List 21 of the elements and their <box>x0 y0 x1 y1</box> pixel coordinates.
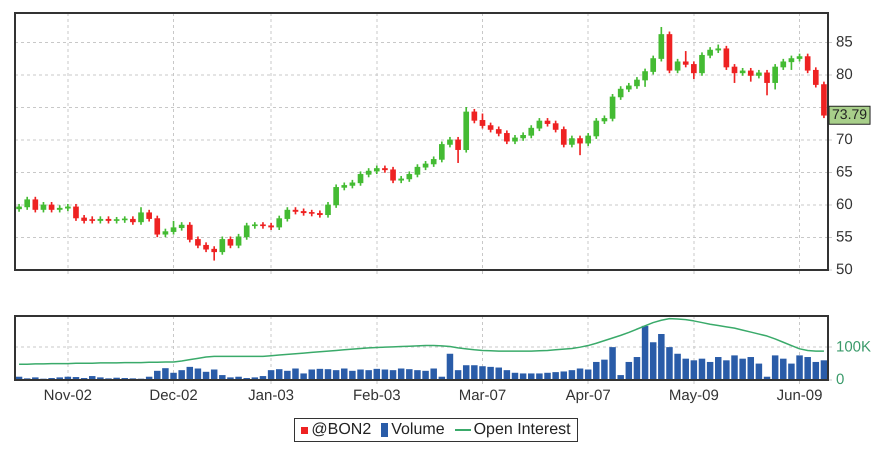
y-tick-label: 0 <box>836 371 844 388</box>
x-tick-label: Mar-07 <box>458 387 506 404</box>
x-tick-label: Dec-02 <box>149 387 198 404</box>
x-tick-label: Jun-09 <box>776 387 822 404</box>
legend-label: Open Interest <box>474 421 571 439</box>
y-tick-label: 85 <box>836 33 853 50</box>
legend-label: @BON2 <box>311 421 372 439</box>
y-tick-label: 70 <box>836 131 853 148</box>
y-tick-label: 100K <box>836 338 872 356</box>
x-tick-label: Nov-02 <box>44 387 92 404</box>
x-tick-label: Jan-03 <box>248 387 294 404</box>
x-tick-label: May-09 <box>668 387 719 404</box>
x-tick-label: Apr-07 <box>566 387 611 404</box>
x-tick-label: Feb-03 <box>353 387 401 404</box>
annotation: 73.79 <box>832 106 868 122</box>
y-tick-label: 60 <box>836 196 853 214</box>
y-tick-label: 65 <box>836 164 853 181</box>
legend-label: Volume <box>391 421 445 439</box>
y-tick-label: 50 <box>836 261 853 278</box>
y-tick-label: 80 <box>836 66 853 83</box>
y-tick-label: 55 <box>836 228 853 246</box>
